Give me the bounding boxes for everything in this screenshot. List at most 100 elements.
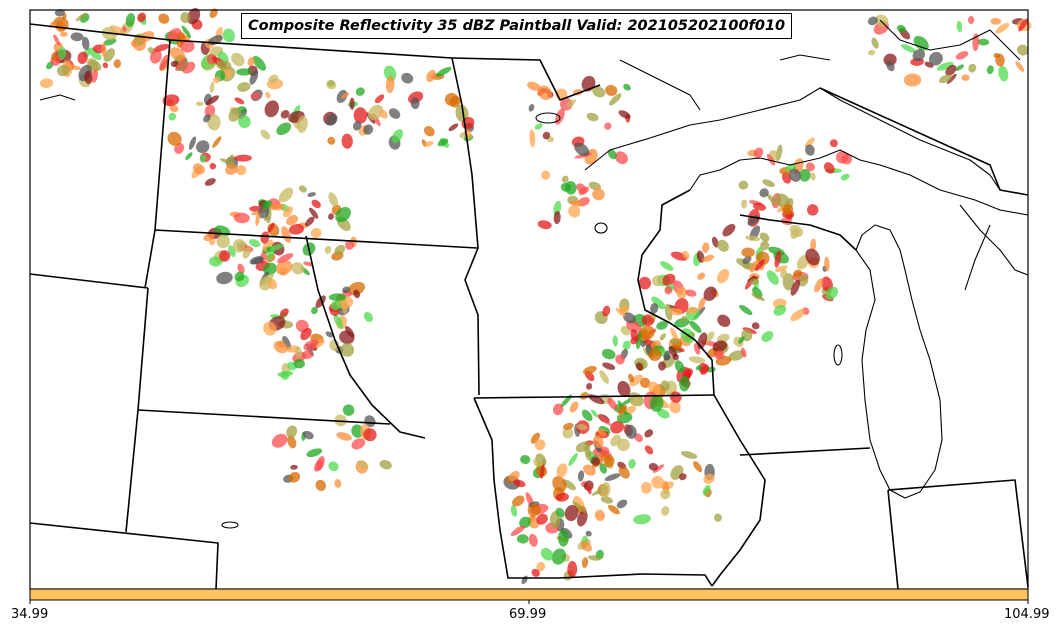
reflectivity-blob xyxy=(113,59,122,69)
reflectivity-blob xyxy=(685,306,699,315)
reflectivity-blob xyxy=(302,350,313,360)
reflectivity-blob xyxy=(242,247,252,259)
reflectivity-blob xyxy=(774,193,790,207)
reflectivity-blob xyxy=(232,238,246,253)
reflectivity-blob xyxy=(900,44,917,53)
reflectivity-blob xyxy=(685,289,697,297)
reflectivity-blob xyxy=(576,424,588,431)
reflectivity-blob xyxy=(790,279,801,296)
reflectivity-blob xyxy=(751,293,765,301)
reflectivity-blob xyxy=(597,414,612,426)
reflectivity-blob xyxy=(315,295,326,308)
reflectivity-blob xyxy=(444,92,459,107)
reflectivity-blob xyxy=(512,495,525,507)
reflectivity-blob xyxy=(592,86,606,98)
reflectivity-blob xyxy=(309,207,319,219)
reflectivity-blob xyxy=(363,311,373,323)
reflectivity-blob xyxy=(659,333,666,341)
reflectivity-blob xyxy=(586,483,592,495)
reflectivity-blob xyxy=(209,81,215,94)
reflectivity-blob xyxy=(426,69,436,83)
reflectivity-blob xyxy=(780,268,788,279)
reflectivity-blob xyxy=(604,473,621,481)
reflectivity-blob xyxy=(807,204,819,216)
reflectivity-blob xyxy=(344,240,355,250)
reflectivity-blob xyxy=(330,300,341,311)
reflectivity-blob xyxy=(634,433,643,443)
reflectivity-blob xyxy=(255,212,261,226)
reflectivity-blob xyxy=(946,73,957,84)
reflectivity-blob xyxy=(995,22,1010,34)
reflectivity-blob xyxy=(212,136,222,148)
reflectivity-blob xyxy=(868,49,876,56)
reflectivity-blob xyxy=(693,461,703,473)
reflectivity-blob xyxy=(459,132,466,139)
colorbar xyxy=(29,588,1029,601)
reflectivity-blob xyxy=(531,568,540,577)
reflectivity-blob xyxy=(53,34,61,46)
reflectivity-blob xyxy=(704,331,715,344)
reflectivity-blob xyxy=(537,220,552,230)
reflectivity-blob xyxy=(581,409,593,422)
reflectivity-blob xyxy=(527,503,541,517)
reflectivity-blob xyxy=(759,188,769,198)
reflectivity-blob xyxy=(698,297,706,311)
reflectivity-blob xyxy=(39,78,54,89)
reflectivity-blob xyxy=(260,273,274,286)
reflectivity-blob xyxy=(762,179,775,188)
reflectivity-blob xyxy=(612,335,619,347)
reflectivity-blob xyxy=(264,100,280,118)
reflectivity-blob xyxy=(745,235,761,242)
reflectivity-blob xyxy=(652,464,665,473)
reflectivity-blob xyxy=(825,286,839,300)
reflectivity-blob xyxy=(766,153,776,166)
reflectivity-blob xyxy=(581,557,589,568)
reflectivity-blob xyxy=(279,308,289,317)
colorbar-tick-label-mid: 69.99 xyxy=(509,607,547,622)
reflectivity-blob xyxy=(351,424,364,438)
reflectivity-blob xyxy=(558,529,569,547)
reflectivity-blob xyxy=(363,124,374,135)
reflectivity-blob xyxy=(219,158,235,166)
reflectivity-blob xyxy=(598,428,607,437)
reflectivity-blob xyxy=(599,370,610,384)
reflectivity-blob xyxy=(195,101,204,107)
reflectivity-blob xyxy=(278,187,294,203)
reflectivity-blob xyxy=(814,278,824,293)
reflectivity-blob xyxy=(150,49,162,64)
reflectivity-blob xyxy=(349,97,355,110)
reflectivity-blob xyxy=(280,109,290,119)
reflectivity-blob xyxy=(510,505,518,517)
reflectivity-blob xyxy=(204,178,216,186)
reflectivity-blob xyxy=(749,278,759,285)
reflectivity-blob xyxy=(423,125,435,137)
reflectivity-blob xyxy=(249,256,263,265)
reflectivity-blob xyxy=(334,244,346,256)
reflectivity-blob xyxy=(231,52,245,67)
reflectivity-blob xyxy=(203,233,215,241)
reflectivity-blob xyxy=(775,265,788,273)
reflectivity-blob xyxy=(287,435,297,449)
reflectivity-blob xyxy=(875,14,889,27)
reflectivity-blob xyxy=(168,112,177,121)
reflectivity-blob xyxy=(742,255,752,265)
reflectivity-blob xyxy=(644,445,654,455)
reflectivity-blob xyxy=(664,286,673,295)
reflectivity-blob xyxy=(339,330,355,345)
reflectivity-blob xyxy=(353,107,368,124)
reflectivity-blob xyxy=(328,192,339,208)
reflectivity-blob xyxy=(510,525,526,537)
reflectivity-blob xyxy=(351,438,366,450)
reflectivity-blob xyxy=(680,450,698,459)
reflectivity-blob xyxy=(617,438,630,452)
reflectivity-blob xyxy=(282,335,292,350)
reflectivity-blob xyxy=(276,122,292,136)
reflectivity-blob xyxy=(536,561,546,572)
reflectivity-blob xyxy=(553,211,561,225)
reflectivity-blob xyxy=(790,228,800,240)
reflectivity-blob xyxy=(84,70,93,84)
reflectivity-blob xyxy=(867,16,878,26)
reflectivity-blob xyxy=(248,239,261,248)
reflectivity-blob xyxy=(562,427,574,439)
reflectivity-blob xyxy=(782,204,794,216)
